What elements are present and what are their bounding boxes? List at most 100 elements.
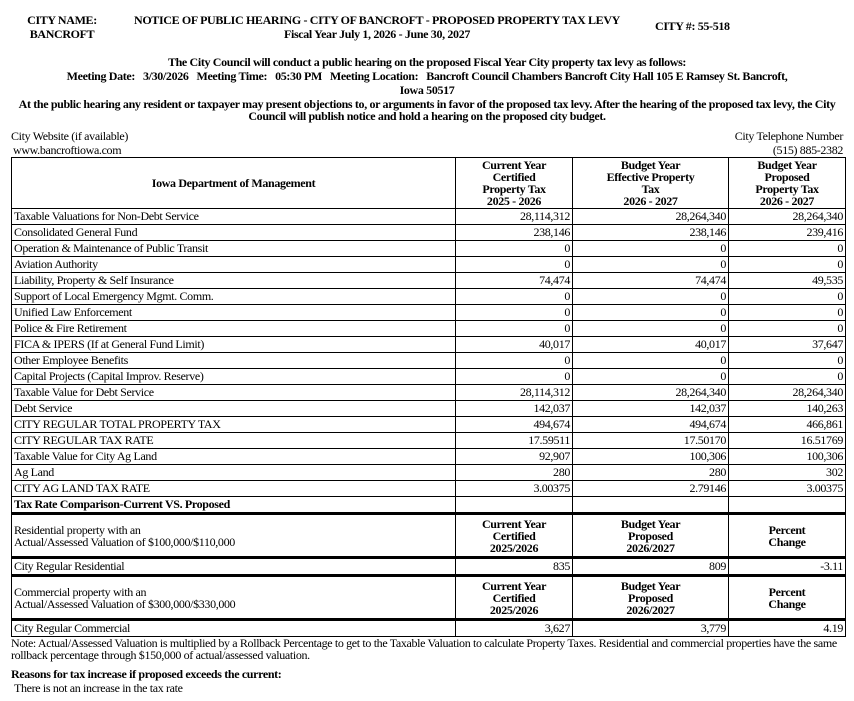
cell-value: 0 [728,352,846,369]
meeting-date: 3/30/2026 [143,69,189,83]
cell-value: 0 [572,368,729,385]
row-label: Support of Local Emergency Mgmt. Comm. [11,288,456,305]
cell-value: 0 [572,288,729,305]
cell-value: 28,264,340 [572,208,729,225]
residential-value-row: City Regular Residential 835 809 -3.11 [11,556,846,576]
website-block: City Website (if available) www.bancroft… [11,129,128,157]
row-label: Aviation Authority [11,256,456,273]
row-label: CITY REGULAR TAX RATE [11,432,456,449]
cell-value: 0 [455,352,573,369]
cell-value: 100,306 [572,448,729,465]
row-label: Other Employee Benefits [11,352,456,369]
city-number: CITY #: 55-518 [655,19,730,33]
residential-column-header: Percent Change [728,512,846,558]
cell-value: 74,474 [572,272,729,289]
table-row: Taxable Value for City Ag Land 92,907 100,… [11,448,846,465]
meeting-block: The City Council will conduct a public h… [0,55,854,97]
residential-column-header: Current Year Certified 2025/2026 [455,512,573,558]
cell-value: 0 [572,304,729,321]
table-row: Debt Service 142,037 142,037 140,263 [11,400,846,417]
comparison-title: Tax Rate Comparison-Current VS. Proposed [11,496,456,514]
row-label: CITY REGULAR TOTAL PROPERTY TAX [11,416,456,433]
table-row: Taxable Value for Debt Service 28,114,312… [11,384,846,401]
table-row: CITY AG LAND TAX RATE 3.00375 2.79146 3.003… [11,480,846,497]
cell-value: 280 [572,464,729,481]
phone-label: City Telephone Number [734,129,844,143]
row-label: Operation & Maintenance of Public Transi… [11,240,456,257]
table-row: Aviation Authority 0 0 0 [11,256,846,273]
commercial-column-header: Current Year Certified 2025/2026 [455,574,573,620]
cell-value: 74,474 [455,272,573,289]
cell-value: 0 [728,320,846,337]
residential-label: Residential property with an Actual/Asse… [11,512,456,558]
table-row: Operation & Maintenance of Public Transi… [11,240,846,257]
table-row: Liability, Property & Self Insurance 74,4… [11,272,846,289]
table-row: Taxable Valuations for Non-Debt Service 2… [11,208,846,225]
table-row: Ag Land 280 280 302 [11,464,846,481]
table-row: CITY REGULAR TAX RATE 17.59511 17.50170 16.… [11,432,846,449]
row-label: Ag Land [11,464,456,481]
cell-value: 17.50170 [572,432,729,449]
department-header: Iowa Department of Management [11,157,456,209]
cell-value: 0 [728,304,846,321]
cell-value: 3,627 [455,618,573,637]
cell-value: 0 [572,240,729,257]
cell-value: 40,017 [455,336,573,353]
cell-value: 140,263 [728,400,846,417]
cell-value: 4.19 [728,618,846,637]
meeting-details: Meeting Date: 3/30/2026 Meeting Time: 05… [0,69,854,83]
row-label: Taxable Value for Debt Service [11,384,456,401]
cell-value: 0 [455,240,573,257]
commercial-column-header: Percent Change [728,574,846,620]
notice-title-block: NOTICE OF PUBLIC HEARING - CITY OF BANCR… [112,13,642,41]
row-label: Taxable Value for City Ag Land [11,448,456,465]
cell-value: 0 [455,288,573,305]
cell-value: 37,647 [728,336,846,353]
comparison-title-row: Tax Rate Comparison-Current VS. Proposed [11,496,846,514]
cell-value: 28,264,340 [572,384,729,401]
cell-value: 0 [728,288,846,305]
table-row: FICA & IPERS (If at General Fund Limit) 4… [11,336,846,353]
phone-block: City Telephone Number (515) 885-2382 [734,129,844,157]
column-header: Budget Year Proposed Property Tax 2026 -… [728,157,846,209]
meeting-intro: The City Council will conduct a public h… [167,55,687,69]
table-row: Capital Projects (Capital Improv. Reserv… [11,368,846,385]
meeting-location-line2: Iowa 50517 [399,83,455,97]
cell-value: 238,146 [572,224,729,241]
fiscal-year: Fiscal Year July 1, 2026 - June 30, 2027 [284,27,470,41]
cell-value: 835 [455,556,573,576]
cell-value: 809 [572,556,729,576]
meeting-time-label: Meeting Time: [196,69,268,83]
cell-value: 17.59511 [455,432,573,449]
cell-value: 142,037 [572,400,729,417]
website-link[interactable]: www.bancroftiowa.com [13,143,122,157]
meeting-date-label: Meeting Date: [66,69,136,83]
cell-value: 16.51769 [728,432,846,449]
cell-value: 0 [572,256,729,273]
commercial-column-header: Budget Year Proposed 2026/2027 [572,574,729,620]
cell-value: 3.00375 [728,480,846,497]
row-label: CITY AG LAND TAX RATE [11,480,456,497]
row-label: Unified Law Enforcement [11,304,456,321]
cell-value: 28,264,340 [728,384,846,401]
cell-value: 3.00375 [455,480,573,497]
cell-value: 92,907 [455,448,573,465]
row-label: Debt Service [11,400,456,417]
cell-value: 0 [728,240,846,257]
cell-value: 49,535 [728,272,846,289]
city-name-block: CITY NAME: BANCROFT [14,13,110,41]
cell-value: -3.11 [728,556,846,576]
footnote: Note: Actual/Assessed Valuation is multi… [11,636,837,662]
row-label: Capital Projects (Capital Improv. Reserv… [11,368,456,385]
meeting-time: 05:30 PM [275,69,322,83]
cell-value: 0 [728,256,846,273]
cell-value: 100,306 [728,448,846,465]
row-label: Taxable Valuations for Non-Debt Service [11,208,456,225]
table-header-row: Iowa Department of Management Current Yea… [11,157,846,209]
row-label: Consolidated General Fund [11,224,456,241]
cell-value: 3,779 [572,618,729,637]
empty-cell [455,496,573,514]
hearing-text: At the public hearing any resident or ta… [18,97,836,123]
cell-value: 0 [455,320,573,337]
row-label: City Regular Commercial [11,618,456,637]
